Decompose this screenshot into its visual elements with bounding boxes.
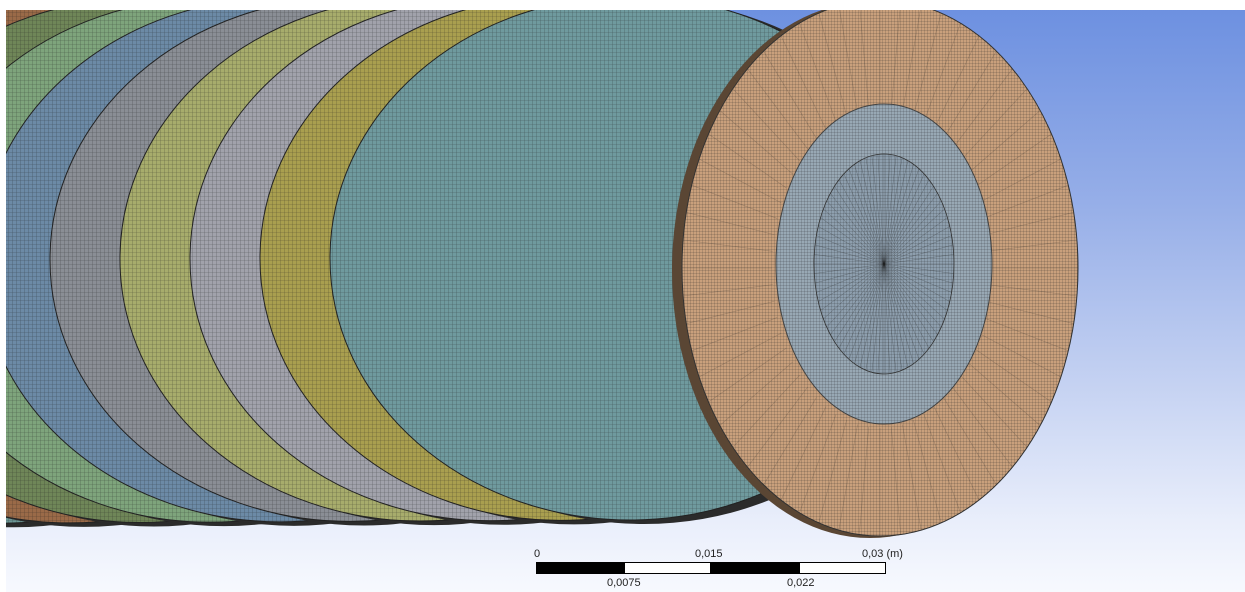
front-radial-line — [691, 184, 778, 219]
viewport-top-edge — [0, 0, 1245, 10]
front-radial-line — [960, 88, 1028, 162]
front-radial-line — [943, 397, 997, 485]
front-radial-line — [732, 374, 800, 448]
front-radial-line — [799, 23, 837, 122]
front-radial-line — [987, 284, 1077, 297]
front-radial-line — [973, 133, 1052, 189]
front-radial-line — [763, 397, 817, 485]
front-radial-line — [923, 23, 961, 122]
front-radial-line — [890, 427, 901, 535]
front-radial-line — [933, 35, 980, 130]
front-radial-line — [747, 386, 808, 468]
front-radial-line — [913, 420, 942, 523]
front-radial-line — [719, 361, 793, 426]
front-radial-line — [686, 211, 775, 236]
front-radial-line — [708, 347, 787, 403]
scale-segment-1 — [536, 562, 624, 574]
front-radial-line — [838, 424, 858, 531]
front-radial-line — [818, 13, 847, 116]
front-radial-line — [890, 1, 901, 109]
front-radial-line — [719, 110, 793, 175]
front-radial-line — [683, 239, 773, 252]
inner-core-mesh — [814, 154, 954, 374]
front-radial-line — [859, 427, 870, 535]
scale-segment-4 — [799, 562, 886, 574]
scale-label-0-022: 0,022 — [787, 577, 815, 589]
front-radial-line — [960, 374, 1028, 448]
front-radial-line — [686, 300, 775, 325]
front-radial-line — [683, 284, 773, 297]
scale-label-0-03: 0,03 (m) — [862, 548, 903, 560]
front-radial-line — [838, 5, 858, 112]
front-radial-line — [913, 13, 942, 116]
front-radial-line — [985, 300, 1074, 325]
front-radial-line — [978, 158, 1062, 204]
front-radial-line — [973, 347, 1052, 403]
front-radial-line — [780, 406, 827, 501]
front-radial-line — [902, 5, 922, 112]
scale-segment-2 — [624, 562, 711, 574]
front-radial-line — [902, 424, 922, 531]
front-radial-line — [985, 211, 1074, 236]
front-radial-line — [732, 88, 800, 162]
front-radial-line — [952, 68, 1013, 150]
scale-segment-3 — [711, 562, 799, 574]
front-radial-line — [698, 332, 782, 378]
scale-ruler: 0 0,015 0,03 (m) 0,0075 0,022 — [520, 548, 940, 592]
front-radial-line — [923, 414, 961, 513]
front-radial-line — [799, 414, 837, 513]
front-radial-line — [978, 332, 1062, 378]
front-radial-line — [943, 51, 997, 139]
scale-label-0-0075: 0,0075 — [607, 577, 641, 589]
disc-stack — [0, 0, 944, 528]
front-radial-line — [708, 133, 787, 189]
scale-label-0-015: 0,015 — [695, 548, 723, 560]
front-radial-line — [747, 68, 808, 150]
front-radial-line — [982, 317, 1069, 352]
front-radial-line — [691, 317, 778, 352]
front-radial-line — [698, 158, 782, 204]
front-radial-line — [967, 110, 1041, 175]
front-radial-line — [982, 184, 1069, 219]
front-radial-line — [967, 361, 1041, 426]
front-radial-line — [818, 420, 847, 523]
front-radial-line — [780, 35, 827, 130]
viewport-left-edge — [0, 0, 6, 592]
front-radial-line — [987, 239, 1077, 252]
scale-label-0: 0 — [534, 548, 541, 560]
front-radial-line — [763, 51, 817, 139]
front-radial-line — [952, 386, 1013, 468]
front-radial-line — [933, 406, 980, 501]
front-radial-line — [859, 1, 870, 109]
front-disc-face — [672, 0, 1079, 538]
